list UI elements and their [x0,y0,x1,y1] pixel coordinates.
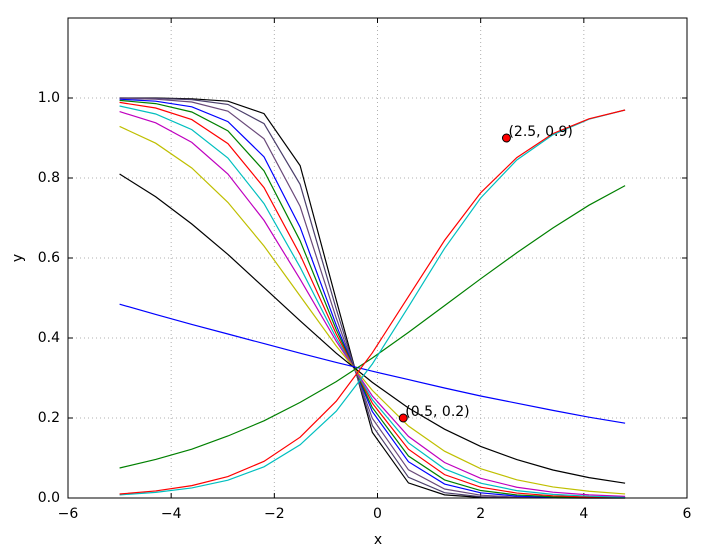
curve [119,111,626,497]
x-tick-label: −2 [264,506,285,522]
y-tick-label: 1.0 [38,90,60,106]
y-tick-label: 0.6 [38,250,60,266]
point-marker [501,133,511,143]
curve [119,99,626,499]
x-tick-label: −4 [161,506,182,522]
curve [119,185,626,469]
curve [119,98,626,499]
curve [119,101,626,499]
point-annotation: (0.5, 0.2) [405,404,469,420]
curve [119,105,626,498]
y-tick-label: 0.2 [38,410,60,426]
x-tick-label: 4 [579,506,588,522]
curve [119,109,626,496]
curve [119,97,626,499]
curve [119,173,626,484]
x-tick-label: 2 [476,506,485,522]
y-tick-label: 0.8 [38,170,60,186]
curve [119,97,626,499]
x-tick-label: −6 [58,506,79,522]
x-axis-label: x [374,532,382,548]
curve [119,303,626,424]
curve [119,109,626,495]
y-axis-label: y [10,254,26,262]
point-marker [398,413,408,423]
point-annotation: (2.5, 0.9) [508,124,572,140]
x-tick-label: 0 [373,506,382,522]
y-tick-label: 0.4 [38,330,60,346]
plot-frame [67,17,688,499]
y-tick-label: 0.0 [38,490,60,506]
curve [119,125,626,495]
x-tick-label: 6 [683,506,692,522]
curve [119,97,626,499]
